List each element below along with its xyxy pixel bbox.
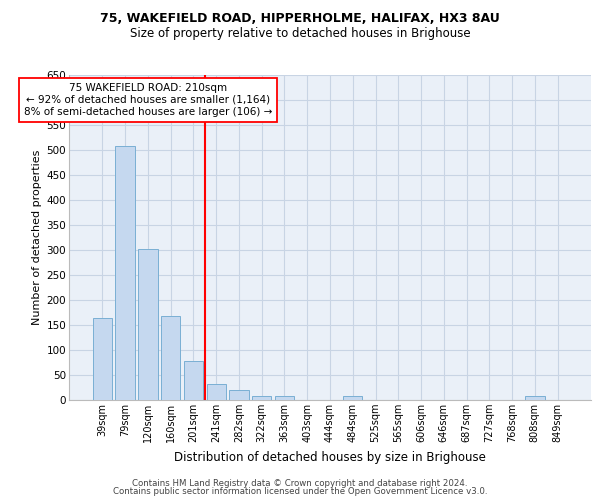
Bar — [206, 384, 226, 400]
Text: Size of property relative to detached houses in Brighouse: Size of property relative to detached ho… — [130, 28, 470, 40]
Y-axis label: Number of detached properties: Number of detached properties — [32, 150, 43, 325]
Bar — [138, 249, 158, 400]
Bar — [161, 316, 181, 400]
Bar — [229, 390, 248, 400]
Bar — [525, 396, 545, 400]
Bar — [115, 146, 135, 400]
Text: 75 WAKEFIELD ROAD: 210sqm
← 92% of detached houses are smaller (1,164)
8% of sem: 75 WAKEFIELD ROAD: 210sqm ← 92% of detac… — [24, 84, 272, 116]
Bar — [93, 318, 112, 400]
Text: Contains public sector information licensed under the Open Government Licence v3: Contains public sector information licen… — [113, 487, 487, 496]
X-axis label: Distribution of detached houses by size in Brighouse: Distribution of detached houses by size … — [174, 450, 486, 464]
Bar — [275, 396, 294, 400]
Text: 75, WAKEFIELD ROAD, HIPPERHOLME, HALIFAX, HX3 8AU: 75, WAKEFIELD ROAD, HIPPERHOLME, HALIFAX… — [100, 12, 500, 26]
Bar — [252, 396, 271, 400]
Bar — [184, 361, 203, 400]
Text: Contains HM Land Registry data © Crown copyright and database right 2024.: Contains HM Land Registry data © Crown c… — [132, 478, 468, 488]
Bar — [343, 396, 362, 400]
